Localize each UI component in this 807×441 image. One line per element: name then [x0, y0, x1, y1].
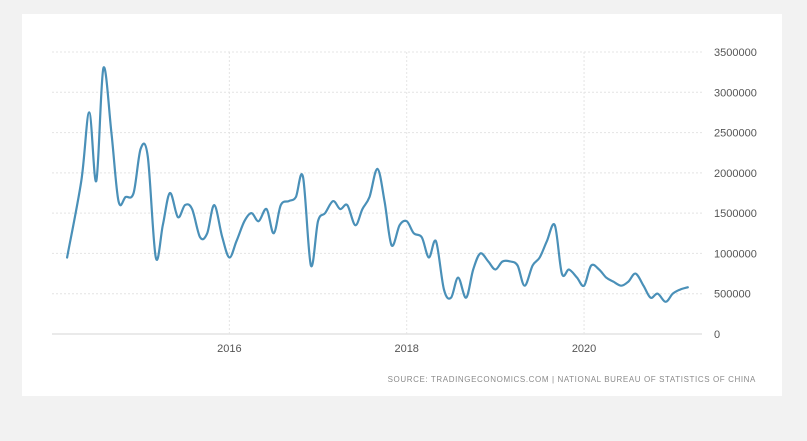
y-tick-label: 3500000	[714, 47, 757, 59]
y-tick-label: 1500000	[714, 208, 757, 220]
line-chart: 0 500000 1000000 1500000 2000000 2500000 30000…	[52, 47, 757, 355]
y-tick-label: 500000	[714, 289, 751, 301]
y-axis-tick-labels: 0 500000 1000000 1500000 2000000 2500000 30000…	[714, 47, 757, 341]
y-tick-label: 3000000	[714, 87, 757, 99]
source-attribution: SOURCE: TRADINGECONOMICS.COM | NATIONAL …	[387, 375, 756, 384]
x-tick-label: 2016	[217, 343, 241, 355]
grid-lines	[52, 51, 702, 335]
y-tick-label: 2000000	[714, 168, 757, 180]
x-tick-label: 2018	[394, 343, 418, 355]
x-axis-tick-labels: 2016 2018 2020	[217, 343, 596, 355]
y-tick-label: 0	[714, 329, 720, 341]
y-tick-label: 1000000	[714, 248, 757, 260]
chart-card: 0 500000 1000000 1500000 2000000 2500000 30000…	[22, 14, 782, 396]
x-tick-label: 2020	[572, 343, 596, 355]
y-tick-label: 2500000	[714, 128, 757, 140]
series-line-value	[66, 66, 689, 303]
